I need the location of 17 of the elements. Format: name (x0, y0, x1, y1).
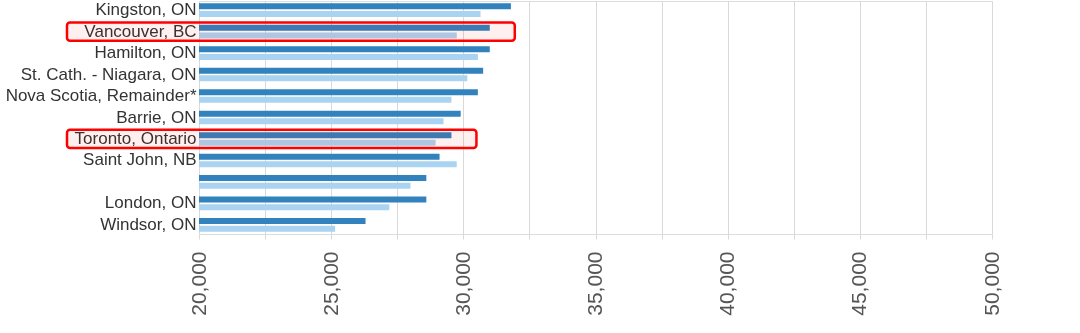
y-tick-label: London, ON (104, 193, 197, 213)
y-tick-label: Saint John, NB (83, 150, 197, 170)
x-tick-label: 45,000 (847, 251, 871, 316)
y-tick-label: Vancouver, BC (84, 21, 197, 41)
y-tick-label: St. Cath. - Niagara, ON (20, 64, 197, 84)
y-tick-label: Nova Scotia, Remainder* (5, 86, 197, 106)
x-tick-label: 30,000 (450, 251, 474, 316)
x-tick-label: 20,000 (186, 251, 210, 316)
y-tick-label: Hamilton, ON (94, 43, 197, 63)
x-tick-label: 40,000 (715, 251, 739, 316)
y-tick-label: Barrie, ON (116, 107, 197, 127)
y-tick-label: Windsor, ON (100, 214, 197, 234)
x-tick-label: 25,000 (318, 251, 342, 316)
y-tick-label: Toronto, Ontario (74, 128, 197, 148)
y-tick-label: Kingston, ON (95, 0, 197, 20)
x-tick-label: 50,000 (979, 251, 1003, 316)
x-tick-label: 35,000 (583, 251, 606, 316)
